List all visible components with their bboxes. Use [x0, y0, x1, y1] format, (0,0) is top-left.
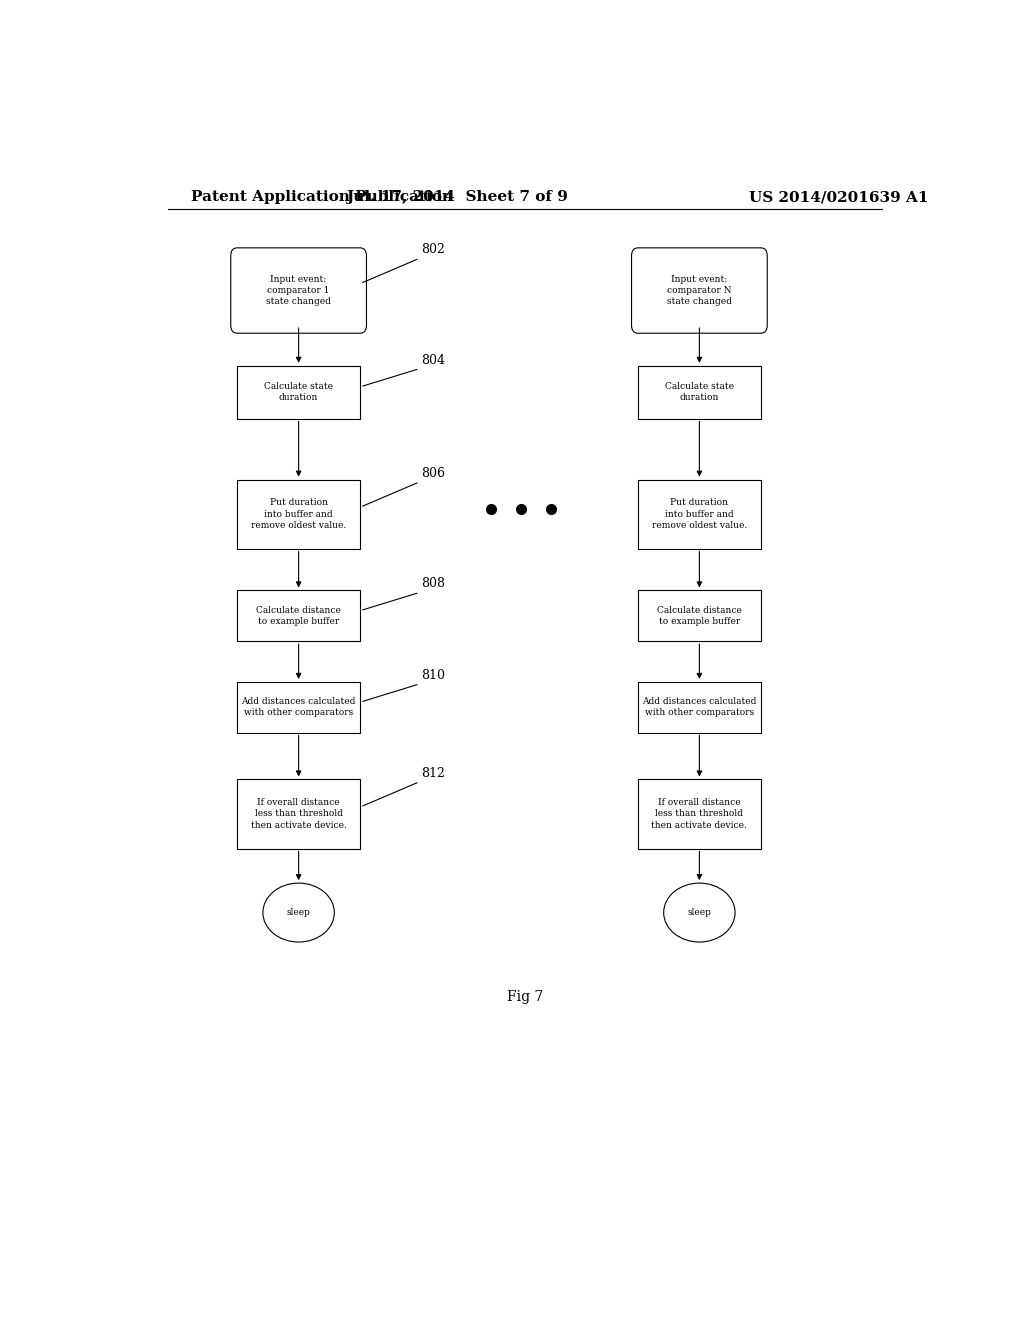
Text: Calculate state
duration: Calculate state duration — [665, 381, 734, 403]
Text: Add distances calculated
with other comparators: Add distances calculated with other comp… — [642, 697, 757, 718]
FancyBboxPatch shape — [638, 682, 761, 733]
Text: Add distances calculated
with other comparators: Add distances calculated with other comp… — [242, 697, 355, 718]
FancyBboxPatch shape — [238, 366, 360, 418]
Text: 810: 810 — [421, 669, 445, 682]
Text: Put duration
into buffer and
remove oldest value.: Put duration into buffer and remove olde… — [651, 498, 748, 531]
Text: Input event:
comparator 1
state changed: Input event: comparator 1 state changed — [266, 275, 331, 306]
FancyBboxPatch shape — [230, 248, 367, 333]
FancyBboxPatch shape — [238, 479, 360, 549]
Text: If overall distance
less than threshold
then activate device.: If overall distance less than threshold … — [651, 799, 748, 830]
Text: Input event:
comparator N
state changed: Input event: comparator N state changed — [667, 275, 732, 306]
Ellipse shape — [664, 883, 735, 942]
FancyBboxPatch shape — [238, 779, 360, 849]
Text: sleep: sleep — [287, 908, 310, 917]
Ellipse shape — [263, 883, 334, 942]
Text: 808: 808 — [421, 577, 445, 590]
Text: Put duration
into buffer and
remove oldest value.: Put duration into buffer and remove olde… — [251, 498, 346, 531]
Text: Fig 7: Fig 7 — [507, 990, 543, 1005]
Text: Calculate distance
to example buffer: Calculate distance to example buffer — [657, 606, 741, 626]
FancyBboxPatch shape — [638, 479, 761, 549]
Text: Calculate distance
to example buffer: Calculate distance to example buffer — [256, 606, 341, 626]
FancyBboxPatch shape — [632, 248, 767, 333]
FancyBboxPatch shape — [638, 366, 761, 418]
FancyBboxPatch shape — [638, 590, 761, 642]
Text: US 2014/0201639 A1: US 2014/0201639 A1 — [749, 190, 928, 205]
Text: Patent Application Publication: Patent Application Publication — [191, 190, 454, 205]
Text: 806: 806 — [421, 467, 445, 479]
FancyBboxPatch shape — [638, 779, 761, 849]
FancyBboxPatch shape — [238, 590, 360, 642]
FancyBboxPatch shape — [238, 682, 360, 733]
Text: If overall distance
less than threshold
then activate device.: If overall distance less than threshold … — [251, 799, 346, 830]
Text: 804: 804 — [421, 354, 445, 367]
Text: Calculate state
duration: Calculate state duration — [264, 381, 333, 403]
Text: 802: 802 — [421, 243, 445, 256]
Text: sleep: sleep — [687, 908, 712, 917]
Text: 812: 812 — [421, 767, 445, 780]
Text: Jul. 17, 2014  Sheet 7 of 9: Jul. 17, 2014 Sheet 7 of 9 — [346, 190, 568, 205]
